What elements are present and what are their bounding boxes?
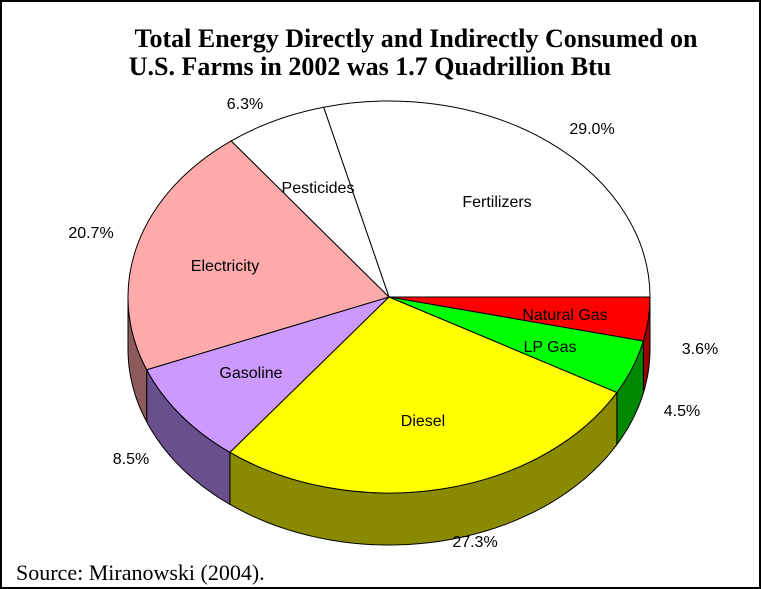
source-note: Source: Miranowski (2004). [16,560,265,585]
slice-percent-pesticides: 6.3% [227,96,263,113]
chart-title-line-1: Total Energy Directly and Indirectly Con… [134,24,698,53]
slice-label-natural-gas: Natural Gas [522,307,607,324]
pie-slice-fertilizers [322,100,651,298]
slice-percent-electricity: 20.7% [68,225,113,242]
slice-percent-natural-gas: 3.6% [682,341,718,358]
slice-percent-fertilizers: 29.0% [569,121,614,138]
slice-percent-lp-gas: 4.5% [664,403,700,420]
slice-label-fertilizers: Fertilizers [462,194,531,211]
slice-label-lp-gas: LP Gas [523,339,576,356]
slice-label-gasoline: Gasoline [219,365,282,382]
pie-slice-gasoline [145,296,390,453]
chart-title-line-2: U.S. Farms in 2002 was 1.7 Quadrillion B… [128,52,612,81]
slice-label-diesel: Diesel [401,413,445,430]
slice-percent-gasoline: 8.5% [113,451,149,468]
slice-label-electricity: Electricity [191,258,259,275]
pie-slice-electricity [127,140,390,371]
pie-slice-diesel [229,296,618,494]
slice-label-pesticides: Pesticides [282,180,355,197]
pie-tops [127,100,651,494]
slice-percent-diesel: 27.3% [452,534,497,551]
pie-slice-pesticides [230,106,390,298]
